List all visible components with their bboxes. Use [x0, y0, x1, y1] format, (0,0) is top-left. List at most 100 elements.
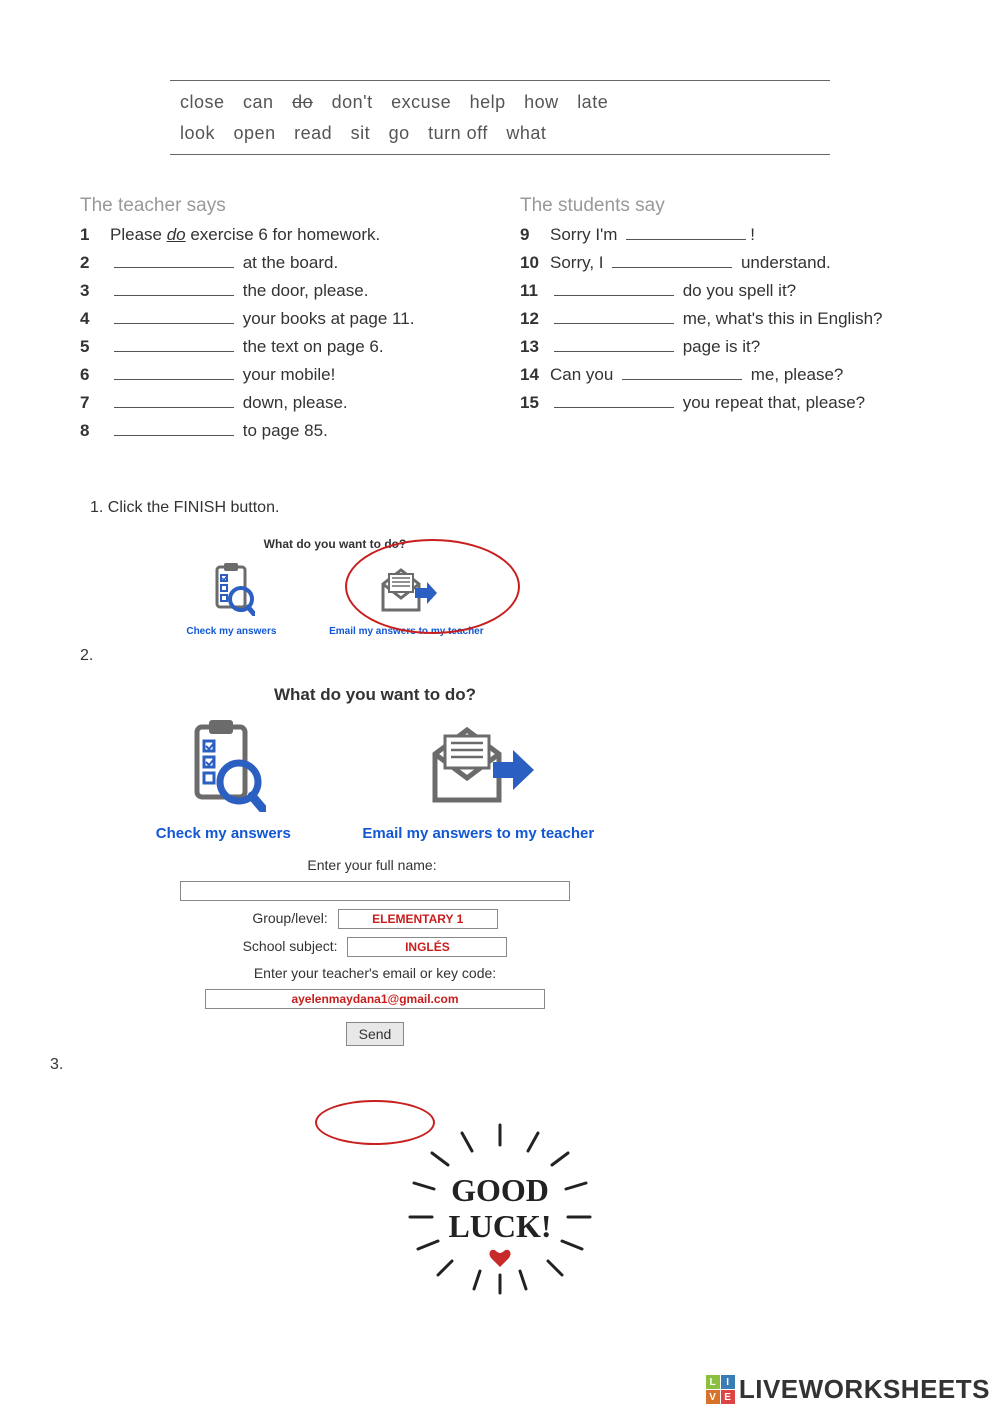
wordbank-word: look [180, 123, 215, 143]
row-number: 11 [520, 281, 550, 301]
blank-input[interactable] [626, 226, 746, 240]
row-text: your mobile! [110, 365, 335, 385]
row-number: 13 [520, 337, 550, 357]
teacher-title: The teacher says [80, 195, 480, 217]
blank-input[interactable] [114, 394, 234, 408]
wordbank-word: excuse [391, 92, 451, 112]
blank-input[interactable] [114, 254, 234, 268]
wordbank-word: read [294, 123, 332, 143]
row-text: page is it? [550, 337, 760, 357]
row-number: 6 [80, 365, 110, 385]
wordbank-word: close [180, 92, 225, 112]
blank-input[interactable] [622, 366, 742, 380]
liveworksheets-watermark: LIVE LIVEWORKSHEETS [706, 1374, 990, 1405]
wordbank-word: go [389, 123, 410, 143]
check-answers-option-large[interactable]: Check my answers [156, 717, 291, 842]
word-bank: close can do don't excuse help how late … [170, 80, 830, 155]
svg-text:GOOD: GOOD [451, 1172, 549, 1208]
good-luck-graphic: GOOD LUCK! [80, 1119, 920, 1304]
form-name-row: Enter your full name: [120, 857, 630, 873]
exercise-row: 6 your mobile! [80, 365, 480, 385]
wordbank-word: can [243, 92, 274, 112]
row-number: 15 [520, 393, 550, 413]
instruction-step-2: 2. [80, 647, 920, 665]
blank-input[interactable] [612, 254, 732, 268]
form-group-row: Group/level: ELEMENTARY 1 [120, 909, 630, 929]
exercise-row: 8 to page 85. [80, 421, 480, 441]
check-answers-option-small[interactable]: Check my answers [186, 561, 276, 637]
exercise-row: 4 your books at page 11. [80, 309, 480, 329]
wordbank-word: what [506, 123, 546, 143]
row-text: do you spell it? [550, 281, 796, 301]
blank-input[interactable] [554, 282, 674, 296]
row-number: 10 [520, 253, 550, 273]
group-input[interactable]: ELEMENTARY 1 [338, 909, 498, 929]
instruction-step-1: 1. Click the FINISH button. [90, 499, 920, 517]
envelope-icon [421, 722, 536, 812]
row-text: you repeat that, please? [550, 393, 865, 413]
wordbank-word: don't [332, 92, 373, 112]
row-text: Please do exercise 6 for homework. [110, 225, 380, 245]
row-number: 9 [520, 225, 550, 245]
dialog-title-large: What do you want to do? [120, 685, 630, 705]
row-text: down, please. [110, 393, 348, 413]
form-email-label: Enter your teacher's email or key code: [120, 965, 630, 981]
exercise-row: 7 down, please. [80, 393, 480, 413]
blank-input[interactable] [114, 338, 234, 352]
row-text: the text on page 6. [110, 337, 384, 357]
svg-text:LUCK!: LUCK! [448, 1208, 551, 1244]
row-text: to page 85. [110, 421, 328, 441]
watermark-cell: V [706, 1390, 720, 1404]
red-circle-email [345, 539, 520, 634]
wordbank-word: do [292, 92, 313, 112]
row-text: at the board. [110, 253, 338, 273]
row-number: 7 [80, 393, 110, 413]
exercise-row: 5 the text on page 6. [80, 337, 480, 357]
wordbank-word: turn off [428, 123, 488, 143]
row-number: 14 [520, 365, 550, 385]
watermark-cell: I [721, 1375, 735, 1389]
wordbank-word: late [577, 92, 608, 112]
send-button[interactable]: Send [346, 1022, 405, 1046]
row-number: 8 [80, 421, 110, 441]
row-text: me, what's this in English? [550, 309, 883, 329]
row-number: 5 [80, 337, 110, 357]
row-number: 3 [80, 281, 110, 301]
teacher-email-input[interactable]: ayelenmaydana1@gmail.com [205, 989, 545, 1009]
name-input[interactable] [180, 881, 570, 901]
exercise-row: 12 me, what's this in English? [520, 309, 920, 329]
exercise-row: 11 do you spell it? [520, 281, 920, 301]
blank-input[interactable] [114, 310, 234, 324]
exercise-row: 3 the door, please. [80, 281, 480, 301]
blank-input[interactable] [554, 310, 674, 324]
exercise-row: 15 you repeat that, please? [520, 393, 920, 413]
blank-input[interactable] [554, 338, 674, 352]
blank-input[interactable] [114, 422, 234, 436]
clipboard-icon [181, 717, 266, 812]
wordbank-word: help [470, 92, 506, 112]
exercise-columns: The teacher says 1Please do exercise 6 f… [80, 195, 920, 449]
watermark-cell: L [706, 1375, 720, 1389]
wordbank-word: how [524, 92, 559, 112]
row-text: Can you me, please? [550, 365, 843, 385]
row-number: 1 [80, 225, 110, 245]
blank-input[interactable] [114, 282, 234, 296]
teacher-column: The teacher says 1Please do exercise 6 f… [80, 195, 480, 449]
row-number: 12 [520, 309, 550, 329]
dialog-small: What do you want to do? Check my answers [160, 537, 510, 637]
row-text: your books at page 11. [110, 309, 414, 329]
exercise-row: 2 at the board. [80, 253, 480, 273]
clipboard-icon [207, 561, 255, 616]
exercise-row: 9Sorry I'm ! [520, 225, 920, 245]
blank-input[interactable] [114, 366, 234, 380]
subject-input[interactable]: INGLÉS [347, 937, 507, 957]
students-title: The students say [520, 195, 920, 217]
form-subject-row: School subject: INGLÉS [120, 937, 630, 957]
exercise-row: 14Can you me, please? [520, 365, 920, 385]
wordbank-word: sit [351, 123, 371, 143]
row-number: 2 [80, 253, 110, 273]
blank-input[interactable] [554, 394, 674, 408]
exercise-row: 13 page is it? [520, 337, 920, 357]
email-teacher-option-large[interactable]: Email my answers to my teacher [362, 722, 594, 842]
exercise-row: 1Please do exercise 6 for homework. [80, 225, 480, 245]
